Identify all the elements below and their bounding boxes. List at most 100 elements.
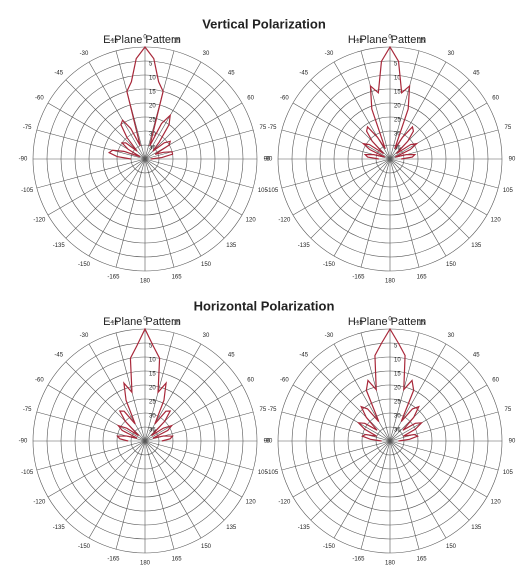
r-label: 25 xyxy=(394,400,401,406)
r-label: 15 xyxy=(149,90,156,96)
angle-label: 180 xyxy=(385,279,396,285)
r-label: 20 xyxy=(149,386,156,392)
spoke xyxy=(144,158,243,216)
spoke xyxy=(389,158,420,268)
angle-label: 15 xyxy=(173,321,180,327)
r-label: 20 xyxy=(394,386,401,392)
spoke xyxy=(36,440,146,471)
r-label: 30 xyxy=(149,414,156,420)
angle-label: -135 xyxy=(298,525,311,531)
spoke xyxy=(144,158,202,257)
angle-label: 165 xyxy=(172,556,183,562)
angle-label: -75 xyxy=(268,407,277,413)
angle-label: -150 xyxy=(323,544,336,550)
section-heading: Vertical Polarization xyxy=(202,16,326,31)
r-label: 25 xyxy=(149,400,156,406)
spoke xyxy=(47,384,146,442)
r-label: 35 xyxy=(149,428,156,434)
angle-label: -135 xyxy=(53,243,66,249)
angle-label: -120 xyxy=(33,218,46,224)
angle-label: 135 xyxy=(471,525,482,531)
angle-label: 150 xyxy=(446,544,457,550)
angle-label: 150 xyxy=(201,262,212,268)
angle-label: 60 xyxy=(492,96,499,102)
angle-label: 105 xyxy=(503,188,514,194)
spoke xyxy=(333,343,391,442)
angle-label: -105 xyxy=(21,188,34,194)
angle-label: 75 xyxy=(259,125,266,131)
angle-label: 165 xyxy=(172,274,183,280)
spoke xyxy=(333,440,391,539)
angle-label: -30 xyxy=(80,51,89,57)
spoke xyxy=(389,158,488,216)
angle-label: 0 xyxy=(388,35,392,41)
spoke xyxy=(144,79,225,160)
spoke xyxy=(65,79,146,160)
r-label: 5 xyxy=(394,344,398,350)
angle-label: 90 xyxy=(509,439,516,445)
spoke xyxy=(292,102,391,160)
angle-label: -75 xyxy=(23,125,32,131)
angle-label: 150 xyxy=(446,262,457,268)
angle-label: -30 xyxy=(325,333,334,339)
angle-label: -60 xyxy=(280,96,289,102)
angle-label: 135 xyxy=(226,243,237,249)
spoke xyxy=(360,440,391,550)
spoke xyxy=(144,332,175,442)
spoke xyxy=(36,158,146,189)
spoke xyxy=(389,384,488,442)
spoke xyxy=(47,158,146,216)
angle-label: 120 xyxy=(246,218,257,224)
angle-label: -90 xyxy=(264,439,273,445)
pattern-line xyxy=(361,45,419,160)
angle-label: 105 xyxy=(258,470,269,476)
r-label: 5 xyxy=(394,62,398,68)
angle-label: 150 xyxy=(201,544,212,550)
angle-label: -15 xyxy=(354,39,363,45)
angle-label: -165 xyxy=(107,274,120,280)
spoke xyxy=(389,343,447,442)
angle-label: -45 xyxy=(299,352,308,358)
angle-label: 75 xyxy=(504,125,511,131)
spoke xyxy=(65,440,146,521)
spoke xyxy=(88,61,146,160)
spoke xyxy=(389,158,499,189)
angle-label: 15 xyxy=(418,39,425,45)
spoke xyxy=(389,411,499,442)
r-label: 5 xyxy=(149,62,153,68)
angle-label: -60 xyxy=(35,378,44,384)
spoke xyxy=(144,102,243,160)
r-label: 10 xyxy=(394,76,401,82)
angle-label: -135 xyxy=(53,525,66,531)
spoke xyxy=(389,440,470,521)
spoke xyxy=(389,50,420,160)
angle-label: -150 xyxy=(78,262,91,268)
angle-label: -45 xyxy=(54,352,63,358)
angle-label: 30 xyxy=(203,51,210,57)
spoke xyxy=(144,440,243,498)
angle-label: -75 xyxy=(268,125,277,131)
angle-label: 120 xyxy=(491,500,502,506)
angle-label: 105 xyxy=(503,470,514,476)
pattern-line xyxy=(116,327,174,442)
angle-label: 0 xyxy=(143,35,147,41)
r-label: 15 xyxy=(394,90,401,96)
angle-label: 135 xyxy=(471,243,482,249)
spoke xyxy=(389,440,420,550)
angle-label: -90 xyxy=(19,157,28,163)
r-label: 30 xyxy=(394,414,401,420)
angle-label: -30 xyxy=(325,51,334,57)
r-label: 25 xyxy=(394,118,401,124)
chart-title: E-Plane Pattern xyxy=(103,316,181,328)
r-label: 35 xyxy=(394,428,401,434)
angle-label: 30 xyxy=(203,333,210,339)
angle-label: -75 xyxy=(23,407,32,413)
spoke xyxy=(389,440,499,471)
r-label: 25 xyxy=(149,118,156,124)
angle-label: -150 xyxy=(323,262,336,268)
angle-label: 120 xyxy=(246,500,257,506)
r-label: 10 xyxy=(394,358,401,364)
r-label: 20 xyxy=(394,104,401,110)
angle-label: -45 xyxy=(299,70,308,76)
